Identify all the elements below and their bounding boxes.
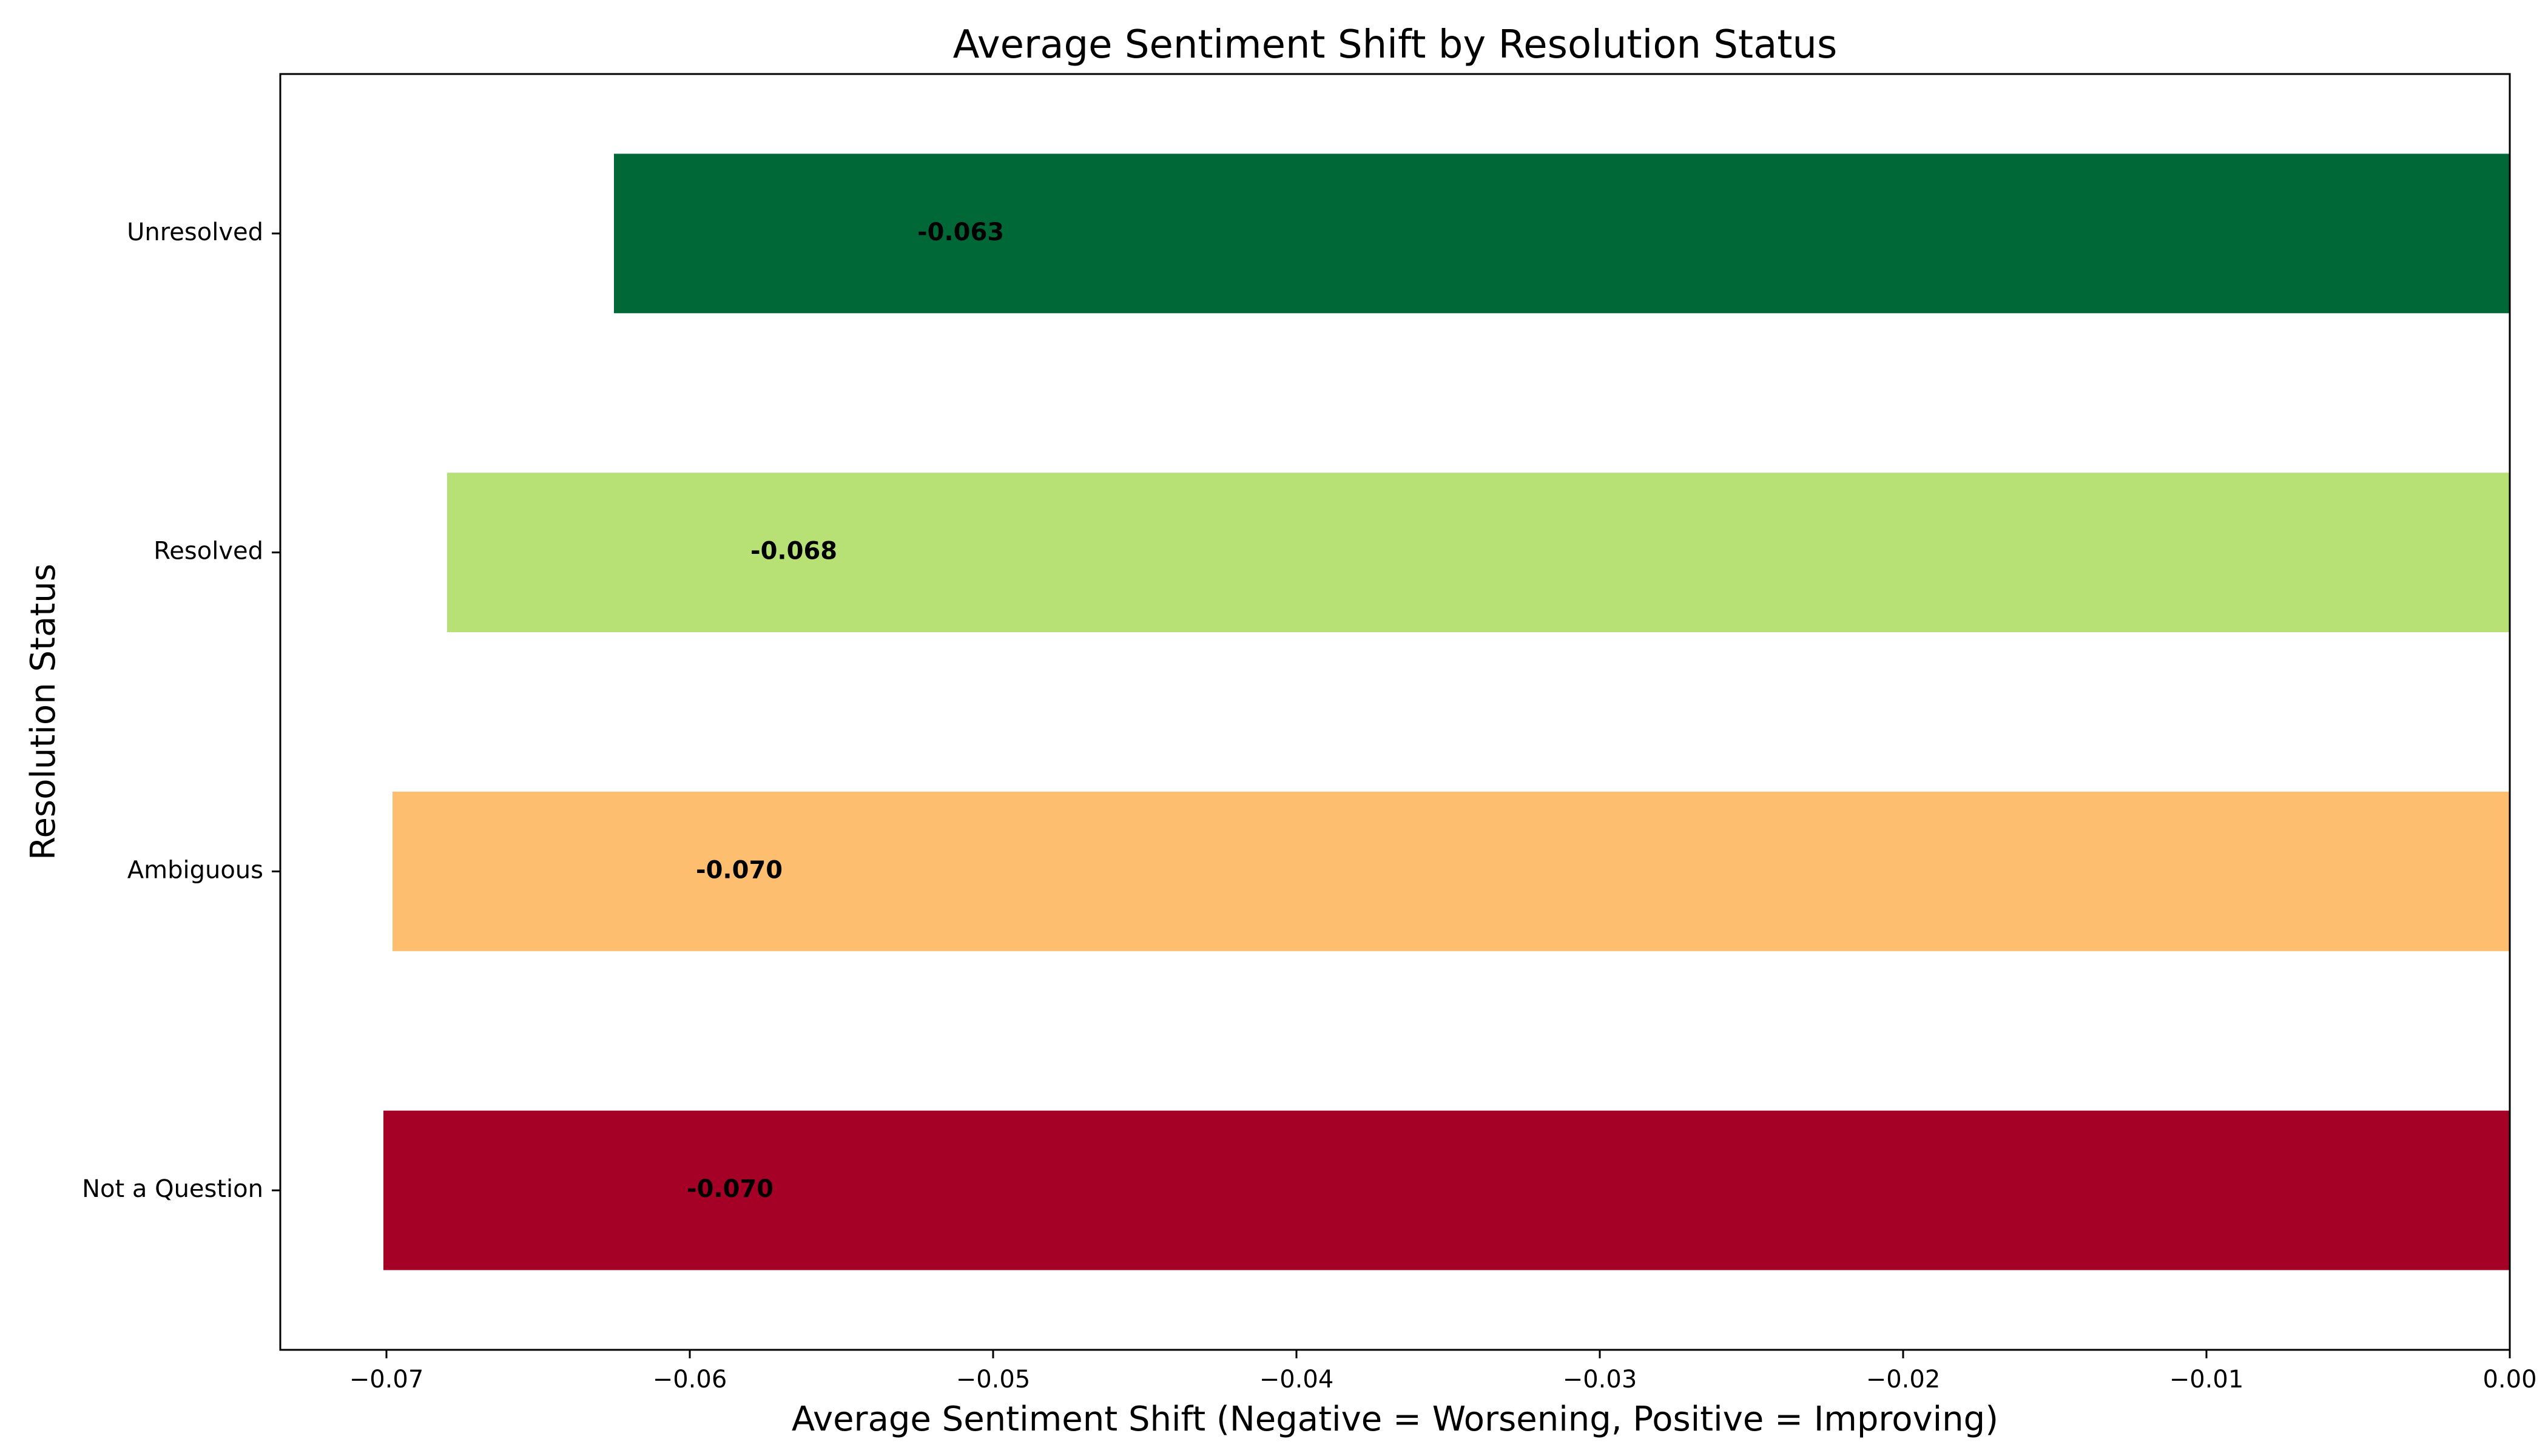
- x-tick-label: −0.06: [653, 1366, 727, 1394]
- x-tick-label: 0.00: [2482, 1366, 2536, 1394]
- bar-resolved: [447, 473, 2510, 633]
- bar-ambiguous: [393, 791, 2510, 951]
- data-label-not-a-question: -0.070: [687, 1175, 774, 1203]
- x-tick-label: −0.02: [1866, 1366, 1941, 1394]
- y-axis-label: Resolution Status: [24, 564, 63, 860]
- data-labels-group: -0.070 -0.070 -0.068 -0.063: [687, 218, 1004, 1203]
- y-tick-label: Not a Question: [82, 1175, 263, 1203]
- x-ticks-group: −0.07 −0.06 −0.05 −0.04 −0.03 −0.02 −0.01 0.00: [349, 1350, 2537, 1394]
- x-tick-label: −0.04: [1259, 1366, 1334, 1394]
- x-tick-label: −0.07: [349, 1366, 424, 1394]
- y-tick-label: Ambiguous: [127, 856, 263, 884]
- bar-not-a-question: [383, 1110, 2510, 1270]
- y-tick-label: Unresolved: [127, 218, 263, 246]
- y-tick-label: Resolved: [153, 538, 263, 565]
- chart-title: Average Sentiment Shift by Resolution St…: [953, 22, 1838, 67]
- x-tick-label: −0.01: [2169, 1366, 2244, 1394]
- x-tick-label: −0.03: [1563, 1366, 1637, 1394]
- bar-unresolved: [614, 153, 2510, 314]
- x-tick-label: −0.05: [956, 1366, 1031, 1394]
- data-label-resolved: -0.068: [750, 538, 837, 565]
- bars-group: [383, 153, 2510, 1270]
- y-ticks-group: Not a Question Ambiguous Resolved Unresolve…: [82, 218, 280, 1203]
- x-axis-label: Average Sentiment Shift (Negative = Wors…: [792, 1400, 1998, 1439]
- data-label-ambiguous: -0.070: [696, 856, 783, 884]
- data-label-unresolved: -0.063: [917, 218, 1004, 246]
- plot-frame: [279, 73, 2511, 1351]
